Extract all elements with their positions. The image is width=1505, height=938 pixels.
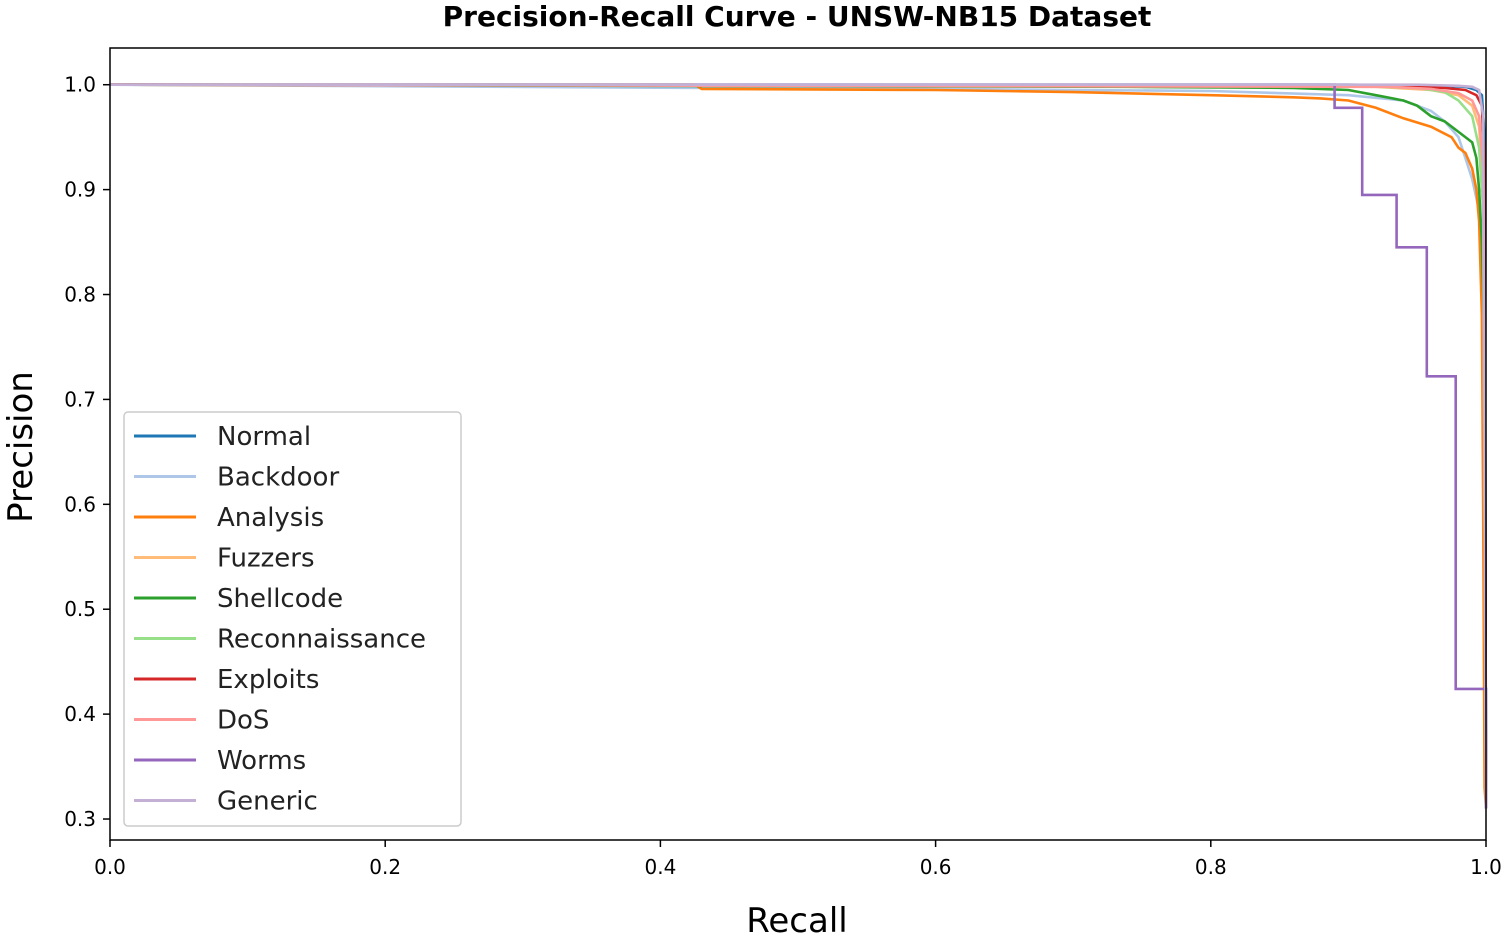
x-tick-label: 0.8 — [1195, 855, 1227, 879]
legend-label-analysis: Analysis — [217, 503, 324, 533]
x-axis-label: Recall — [746, 901, 847, 938]
x-tick-label: 0.2 — [369, 855, 401, 879]
series-line-worms — [110, 83, 1488, 809]
y-tick-label: 0.6 — [64, 492, 96, 516]
plot-area — [109, 83, 1488, 809]
chart-title: Precision-Recall Curve - UNSW-NB15 Datas… — [443, 0, 1152, 33]
legend: Normal Backdoor Analysis Fuzzers Shellcode Re… — [123, 411, 462, 827]
axes: 0.0 0.2 0.4 0.6 0.8 1.0 0.3 0.4 0.5 0.6 0.7 0.8 0.9 1… — [64, 47, 1502, 879]
y-tick-label: 0.8 — [64, 283, 96, 307]
y-axis-label: Precision — [1, 371, 41, 523]
plot-frame — [109, 47, 1487, 841]
x-tick-label: 0.4 — [644, 855, 676, 879]
legend-label-worms: Worms — [217, 746, 306, 776]
y-tick-label: 0.9 — [64, 178, 96, 202]
x-tick-label: 0.6 — [920, 855, 952, 879]
x-tick-label: 1.0 — [1470, 855, 1502, 879]
y-tick-label: 0.3 — [64, 807, 96, 831]
legend-label-shellcode: Shellcode — [217, 584, 343, 614]
series-line-analysis — [110, 83, 1488, 809]
legend-box — [123, 411, 462, 827]
legend-label-exploits: Exploits — [217, 665, 319, 695]
y-tick-label: 0.4 — [64, 702, 96, 726]
x-tick-label: 0.0 — [94, 855, 126, 879]
legend-label-generic: Generic — [217, 787, 318, 817]
legend-label-backdoor: Backdoor — [217, 463, 339, 493]
y-tick-label: 0.7 — [64, 387, 96, 411]
legend-label-normal: Normal — [217, 422, 311, 452]
legend-label-reconnaissance: Reconnaissance — [217, 625, 426, 655]
y-tick-label: 1.0 — [64, 73, 96, 97]
legend-label-fuzzers: Fuzzers — [217, 544, 315, 574]
legend-label-dos: DoS — [217, 706, 269, 736]
series-line-generic — [110, 83, 1488, 809]
y-tick-label: 0.5 — [64, 597, 96, 621]
